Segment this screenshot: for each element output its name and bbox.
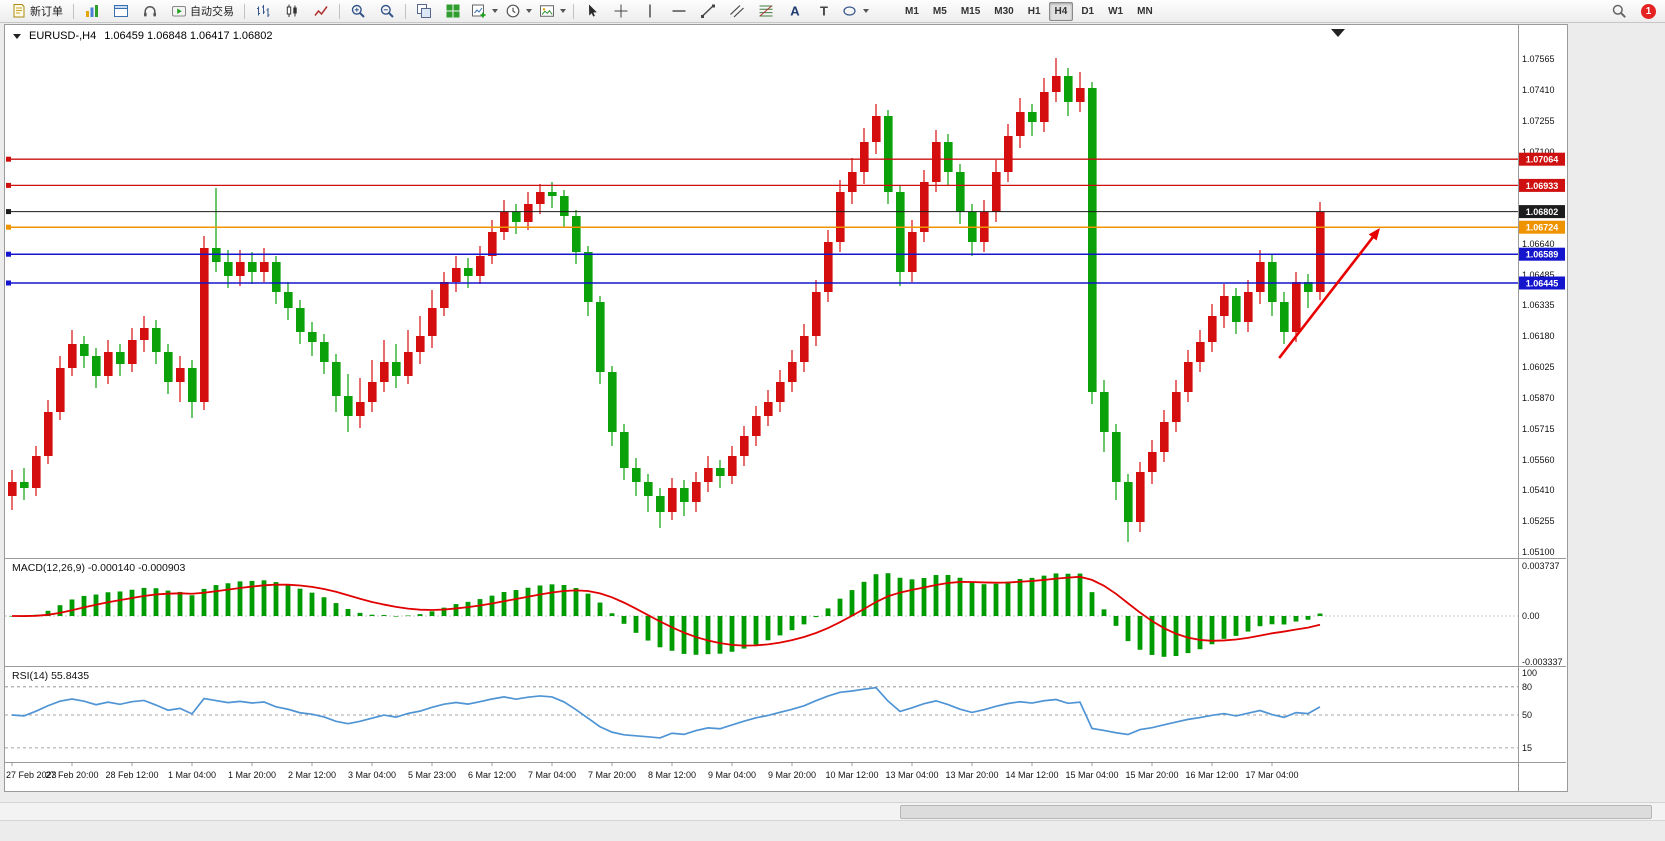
- cursor-icon: [589, 4, 597, 17]
- bar-chart-icon: [255, 3, 271, 19]
- new-chart-button[interactable]: [468, 0, 501, 22]
- timeframe-m1-button[interactable]: M1: [905, 5, 919, 17]
- label-tool-button[interactable]: T: [810, 0, 838, 22]
- candlestick-chart-icon: [284, 4, 297, 17]
- arrange-windows-icon: [416, 3, 432, 19]
- chart-title-bar: EURUSD-,H4 1.06459 1.06848 1.06417 1.068…: [13, 30, 272, 42]
- main-toolbar: 新订单 自动交易 A T M1 M5 M15 M30 H1 H4 D1 W1 M…: [0, 0, 1665, 23]
- tile-windows-icon: [446, 4, 460, 18]
- crosshair-icon: [613, 3, 629, 19]
- horizontal-scrollbar[interactable]: [0, 802, 1665, 821]
- tile-windows-button[interactable]: [439, 0, 467, 22]
- dropdown-caret-icon: [560, 9, 566, 13]
- dropdown-caret-icon: [863, 9, 869, 13]
- toolbar-separator: [573, 3, 574, 19]
- new-chart-icon: [471, 3, 486, 18]
- line-chart-icon: [313, 3, 329, 19]
- new-order-button[interactable]: 新订单: [5, 0, 69, 22]
- notification-badge[interactable]: 1: [1641, 3, 1656, 19]
- period-button[interactable]: [502, 0, 535, 22]
- zoom-in-icon: [350, 3, 366, 19]
- data-window-button[interactable]: [107, 0, 135, 22]
- market-watch-icon: [86, 5, 98, 17]
- timeframe-d1-button[interactable]: D1: [1081, 5, 1095, 17]
- toolbar-separator: [73, 3, 74, 19]
- toolbar-separator: [244, 3, 245, 19]
- line-chart-button[interactable]: [307, 0, 335, 22]
- template-icon: [539, 3, 555, 19]
- clock-icon: [505, 3, 521, 19]
- arrange-windows-button[interactable]: [410, 0, 438, 22]
- terminal-button[interactable]: [136, 0, 164, 22]
- auto-trading-icon: [171, 3, 187, 19]
- timeframe-h4-button[interactable]: H4: [1048, 1, 1074, 21]
- toolbar-separator: [339, 3, 340, 19]
- toolbar-right-group: 1: [1605, 0, 1660, 22]
- data-window-icon: [113, 3, 129, 19]
- toolbar-separator: [405, 3, 406, 19]
- bar-chart-button[interactable]: [249, 0, 277, 22]
- channel-tool-button[interactable]: [723, 0, 751, 22]
- vertical-line-tool-button[interactable]: [636, 0, 664, 22]
- new-order-icon: [11, 3, 27, 19]
- fibonacci-tool-button[interactable]: [752, 0, 780, 22]
- cursor-tool-button[interactable]: [578, 0, 606, 22]
- shapes-icon: [842, 3, 858, 19]
- chart-symbol-period: EURUSD-,H4: [29, 30, 97, 42]
- horizontal-line-tool-button[interactable]: [665, 0, 693, 22]
- zoom-in-button[interactable]: [344, 0, 372, 22]
- trendline-tool-button[interactable]: [694, 0, 722, 22]
- svg-text:A: A: [790, 4, 800, 19]
- candlestick-chart-button[interactable]: [278, 0, 306, 22]
- auto-trading-label: 自动交易: [190, 6, 234, 18]
- text-icon: A: [790, 4, 800, 19]
- timeframe-w1-button[interactable]: W1: [1108, 5, 1124, 17]
- timeframe-toolbar: M1 M5 M15 M30 H1 H4 D1 W1 MN: [899, 1, 1159, 21]
- search-button[interactable]: [1605, 0, 1633, 22]
- text-tool-button[interactable]: A: [781, 0, 809, 22]
- timeframe-m15-button[interactable]: M15: [960, 5, 981, 17]
- rsi-label: RSI(14) 55.8435: [12, 670, 90, 682]
- zoom-out-button[interactable]: [373, 0, 401, 22]
- label-icon: T: [820, 4, 828, 19]
- search-icon: [1611, 3, 1627, 19]
- timeframe-mn-button[interactable]: MN: [1137, 5, 1153, 17]
- svg-text:T: T: [820, 4, 828, 19]
- template-button[interactable]: [536, 0, 569, 22]
- auto-trading-button[interactable]: 自动交易: [165, 0, 240, 22]
- dropdown-caret-icon: [526, 9, 532, 13]
- timeframe-h1-button[interactable]: H1: [1027, 5, 1041, 17]
- macd-label: MACD(12,26,9) -0.000140 -0.000903: [12, 562, 186, 574]
- dropdown-caret-icon: [492, 9, 498, 13]
- shapes-tool-button[interactable]: [839, 0, 872, 22]
- timeframe-m5-button[interactable]: M5: [932, 5, 947, 17]
- timeframe-m30-button[interactable]: M30: [994, 5, 1014, 17]
- market-watch-button[interactable]: [78, 0, 106, 22]
- vertical-line-icon: [642, 3, 658, 19]
- collapse-triangle-icon[interactable]: [13, 33, 21, 39]
- horizontal-line-icon: [671, 3, 687, 19]
- headset-icon: [144, 3, 156, 17]
- trendline-icon: [701, 4, 715, 18]
- crosshair-tool-button[interactable]: [607, 0, 635, 22]
- fibonacci-icon: [758, 3, 774, 19]
- chart-ohlc-values: 1.06459 1.06848 1.06417 1.06802: [104, 30, 273, 42]
- zoom-out-icon: [379, 3, 395, 19]
- new-order-label: 新订单: [30, 6, 63, 18]
- scrollbar-thumb[interactable]: [900, 805, 1652, 819]
- channel-icon: [729, 3, 745, 19]
- chart-window: [4, 24, 1568, 792]
